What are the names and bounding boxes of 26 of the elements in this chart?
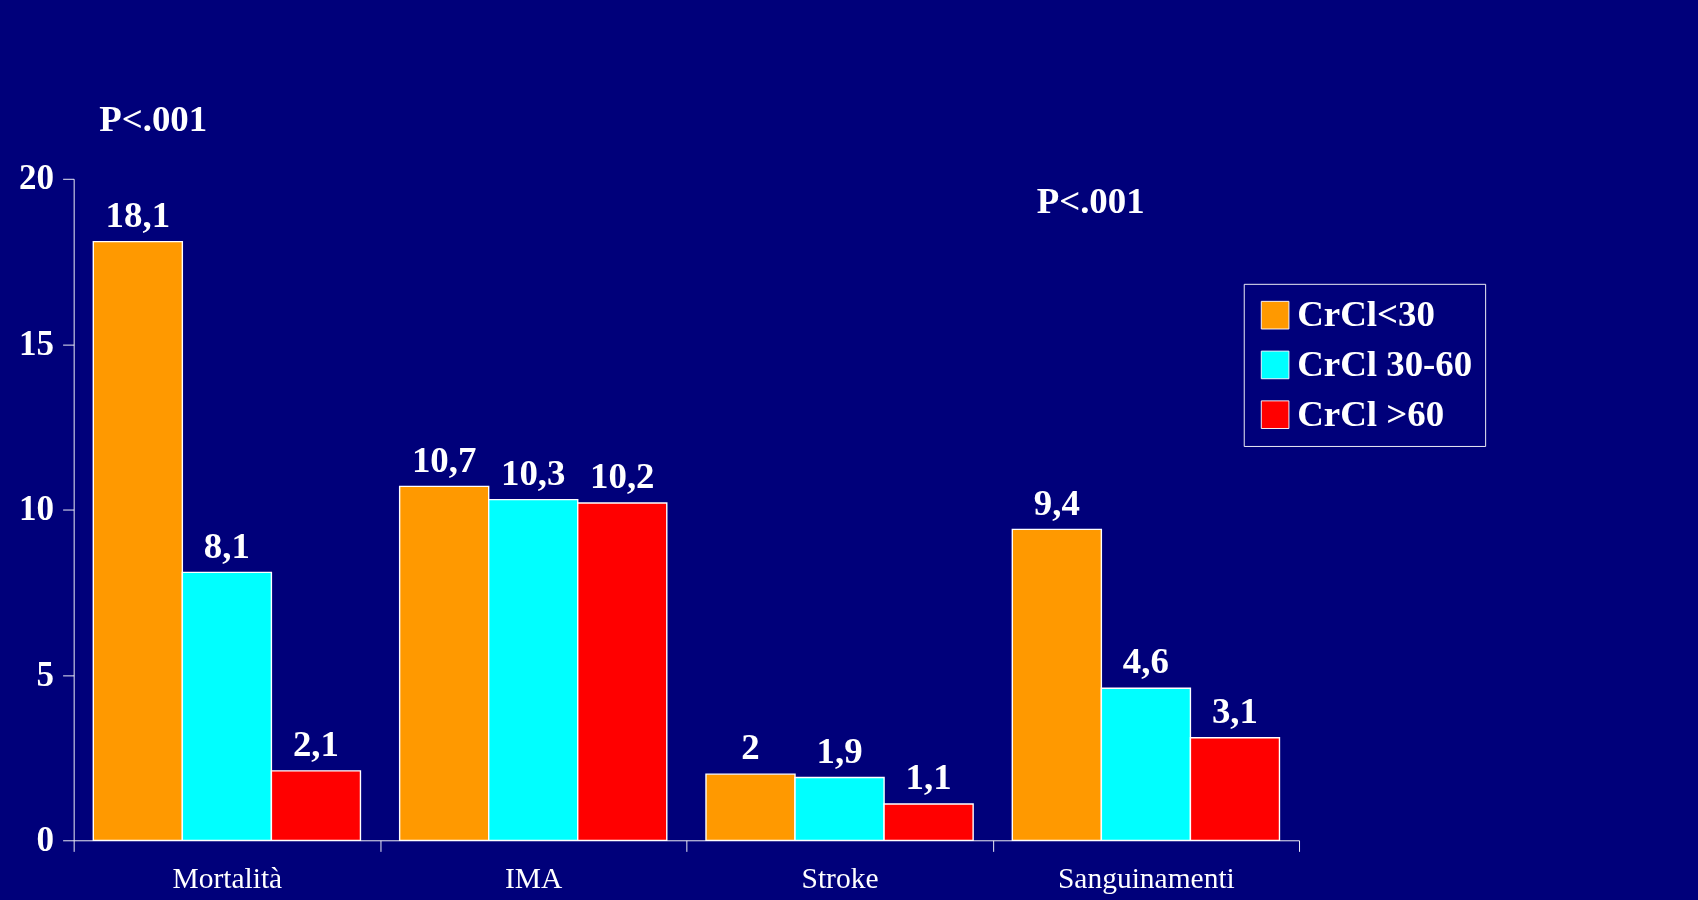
legend-label: CrCl<30 bbox=[1297, 293, 1435, 335]
x-tick-label: Sanguinamenti bbox=[1057, 861, 1235, 894]
y-tick-label: 5 bbox=[36, 654, 54, 694]
legend-label: CrCl 30-60 bbox=[1297, 342, 1473, 384]
data-label: 2,1 bbox=[292, 723, 339, 765]
data-label: 4,6 bbox=[1122, 640, 1169, 682]
data-label: 10,7 bbox=[411, 438, 477, 480]
data-label: 8,1 bbox=[203, 524, 250, 566]
y-tick-label: 0 bbox=[36, 819, 54, 859]
annotation: P<.001 bbox=[1036, 179, 1145, 221]
x-tick-label: Stroke bbox=[801, 861, 879, 894]
text: P<.001 bbox=[99, 97, 208, 139]
data-label: 1,9 bbox=[816, 729, 863, 771]
y-tick-label: 15 bbox=[18, 323, 54, 363]
x-tick-label: Mortalità bbox=[172, 861, 283, 894]
data-label: 1,1 bbox=[905, 756, 952, 798]
data-label: 9,4 bbox=[1033, 481, 1080, 523]
data-label: 2 bbox=[741, 726, 760, 768]
y-tick-label: 10 bbox=[18, 489, 54, 529]
data-label: 10,2 bbox=[590, 455, 655, 497]
y-tick-label: 20 bbox=[18, 158, 54, 198]
data-label: 10,3 bbox=[500, 451, 566, 493]
legend-label: CrCl >60 bbox=[1297, 392, 1445, 434]
x-tick-label: IMA bbox=[505, 861, 564, 894]
data-label: 18,1 bbox=[105, 193, 171, 235]
data-label: 3,1 bbox=[1211, 690, 1258, 732]
